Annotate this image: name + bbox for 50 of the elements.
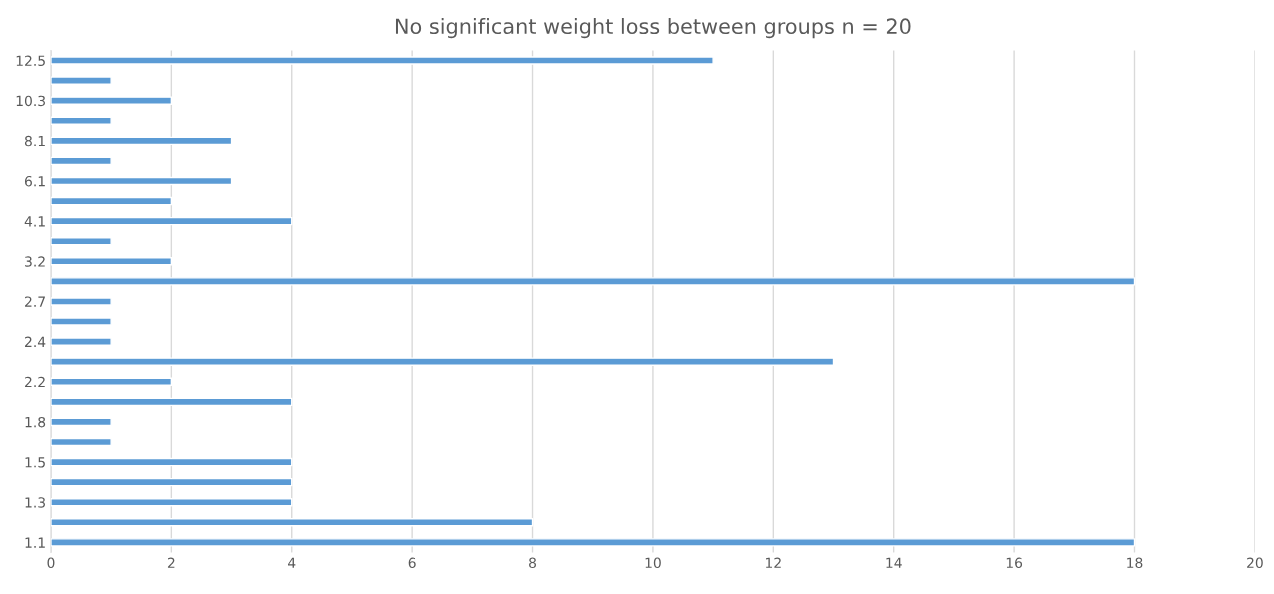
- bar: [50, 437, 112, 447]
- y-tick-label: 4.1: [24, 216, 45, 227]
- bar: [50, 297, 112, 306]
- x-tick-label: 2: [167, 557, 175, 568]
- bar: [50, 277, 1136, 286]
- bar: [50, 176, 233, 186]
- bar: [50, 76, 112, 85]
- x-tick-label: 10: [645, 557, 661, 569]
- bar: [50, 417, 112, 427]
- bar: [50, 156, 112, 166]
- bar: [50, 237, 112, 246]
- x-tick-label: 18: [1127, 557, 1143, 569]
- x-tick-label: 16: [1006, 557, 1023, 569]
- bar: [50, 377, 173, 386]
- x-tick-label: 8: [529, 557, 536, 569]
- x-tick-label: 6: [408, 557, 416, 569]
- bar: [50, 457, 293, 467]
- bar: [50, 96, 173, 105]
- y-tick-label: 1.3: [25, 497, 45, 508]
- x-tick-label: 20: [1247, 557, 1263, 569]
- bar: [50, 116, 112, 125]
- bar: [50, 357, 835, 366]
- bar: [50, 477, 293, 487]
- y-tick-label: 8.1: [24, 135, 45, 147]
- x-tick-label: 0: [47, 557, 55, 569]
- y-tick-label: 10.3: [16, 95, 45, 107]
- y-tick-label: 6.1: [24, 175, 45, 187]
- x-tick-label: 14: [886, 557, 902, 568]
- y-tick-label: 2.2: [25, 376, 45, 388]
- bar: [50, 337, 112, 346]
- y-tick-label: 1.5: [25, 457, 45, 468]
- chart-title: No significant weight loss between groups n = 20: [395, 17, 911, 39]
- x-tick-label: 12: [766, 557, 781, 568]
- bar: [50, 257, 173, 266]
- y-tick-label: 1.1: [25, 537, 45, 548]
- y-tick-label: 3.2: [25, 256, 45, 267]
- bar: [50, 498, 293, 507]
- y-tick-label: 1.8: [25, 416, 46, 428]
- x-tick-label: 4: [288, 557, 296, 568]
- bar: [50, 538, 1136, 547]
- y-tick-label: 2.7: [25, 296, 45, 307]
- bar: [50, 196, 173, 206]
- bar: [50, 317, 112, 326]
- bar: [50, 56, 714, 65]
- y-tick-label: 2.4: [25, 336, 46, 347]
- bar: [50, 397, 293, 407]
- bar: [50, 136, 233, 146]
- bar: [50, 518, 534, 527]
- y-tick-label: 12.5: [16, 55, 45, 66]
- bar: [50, 216, 293, 226]
